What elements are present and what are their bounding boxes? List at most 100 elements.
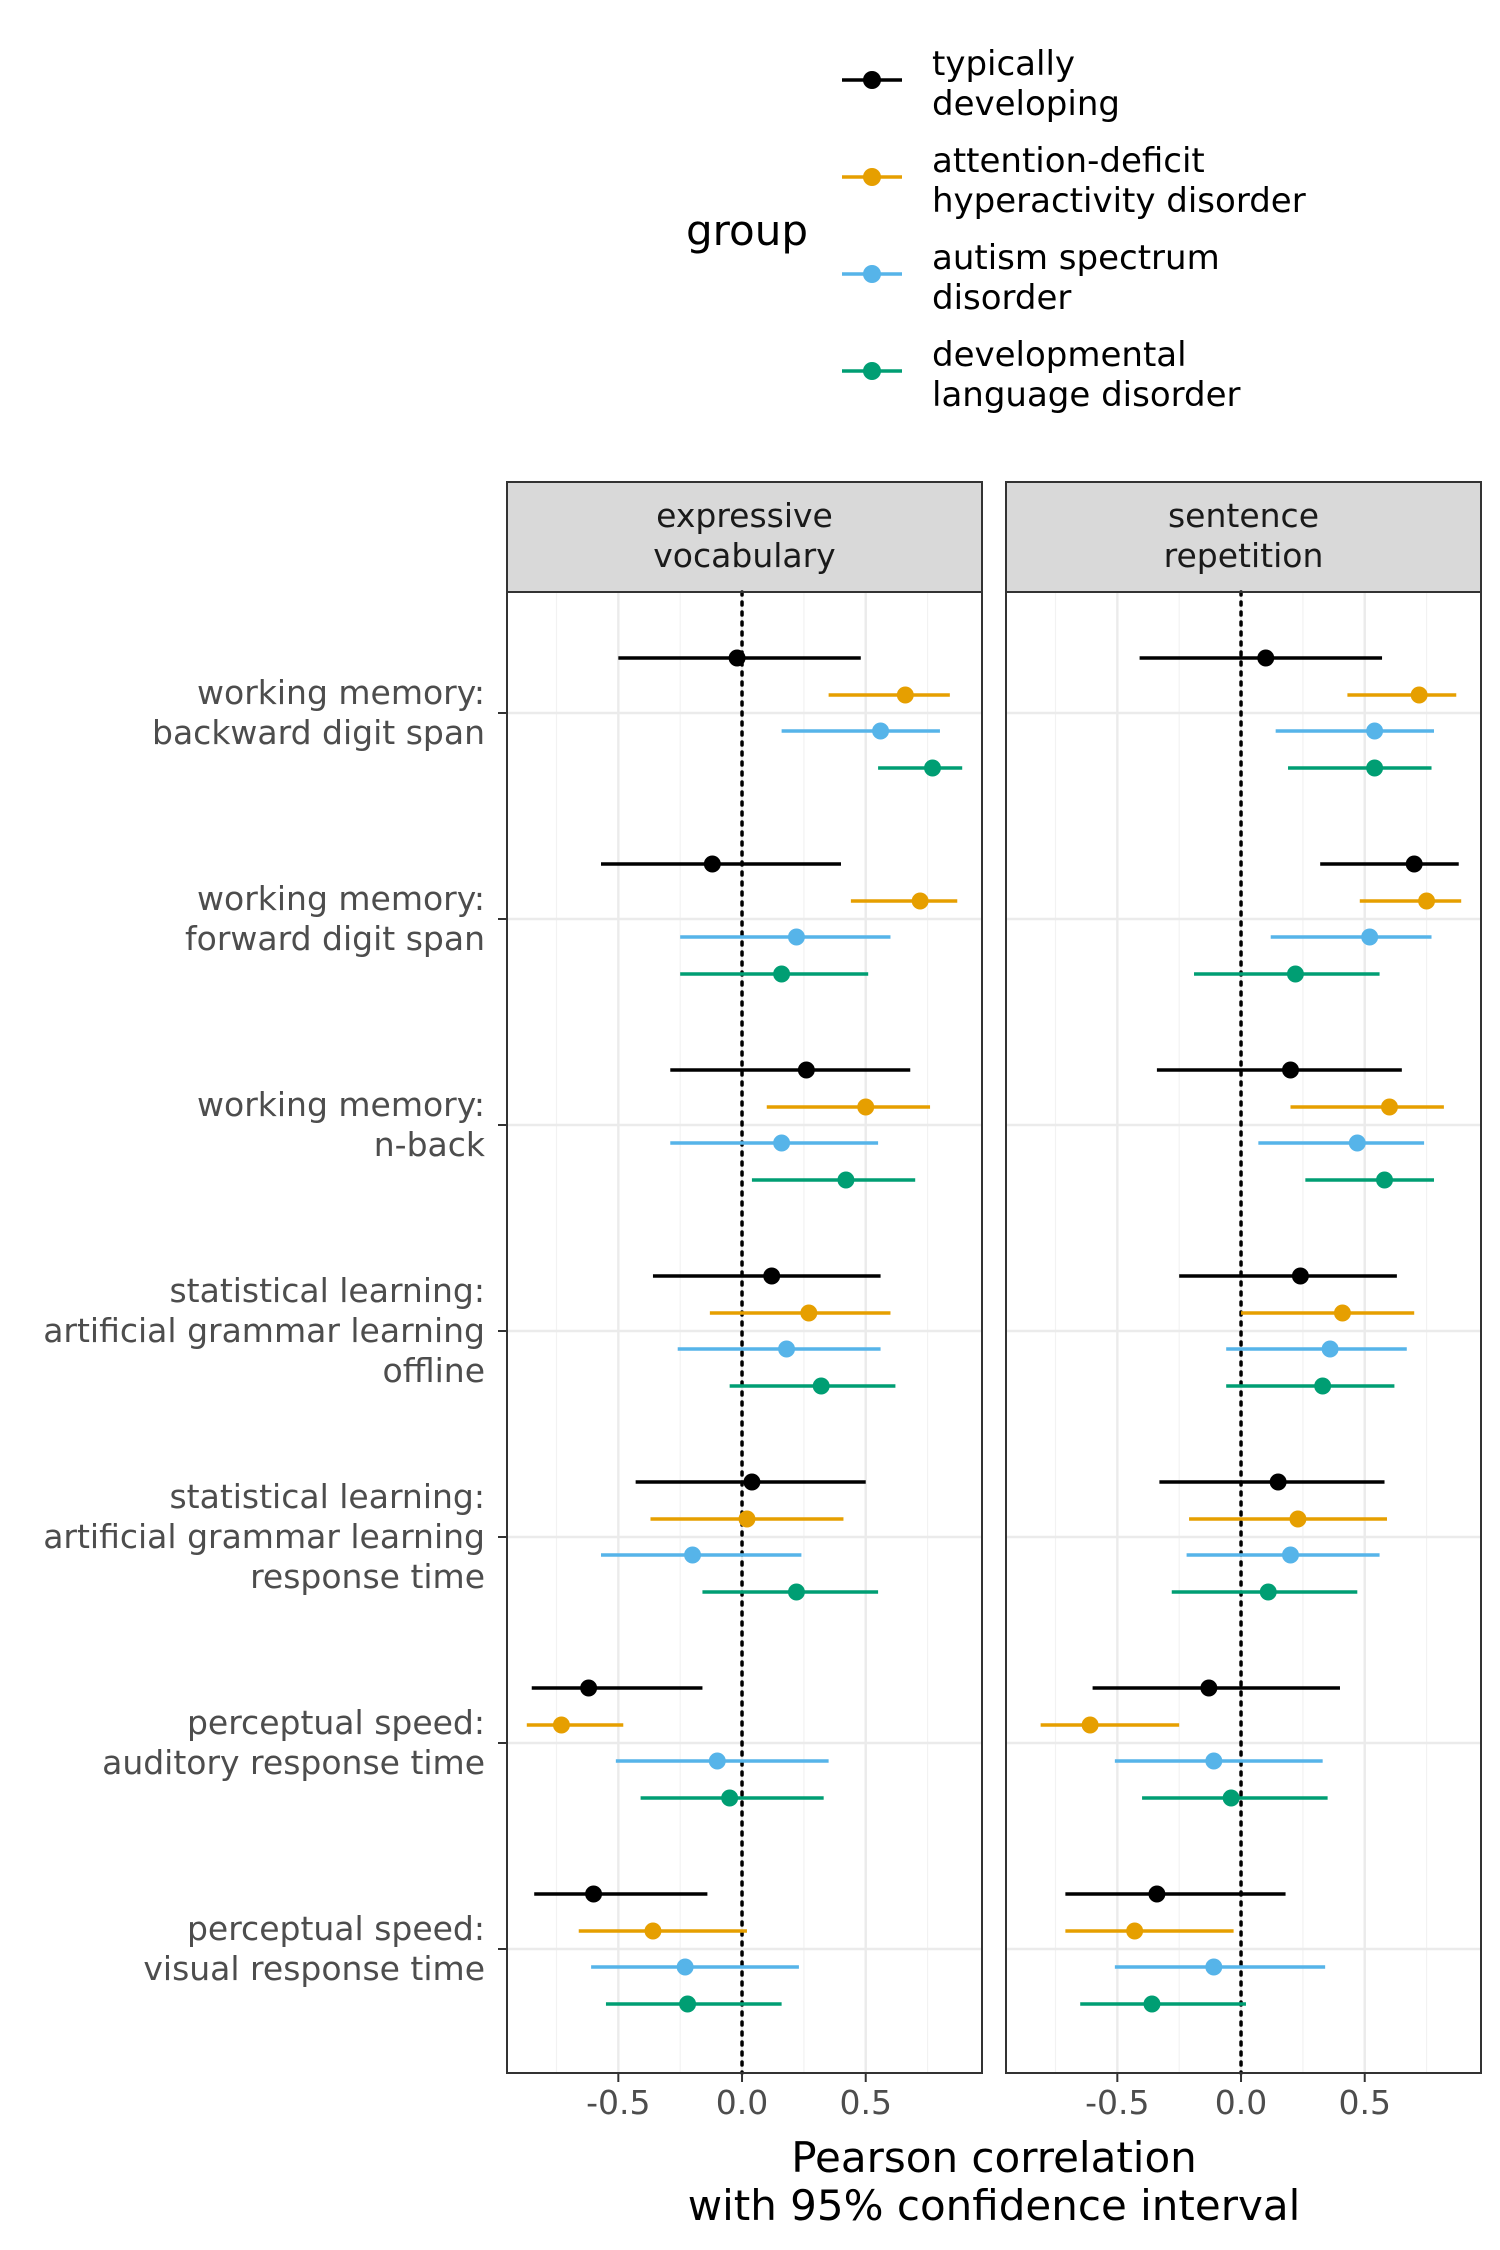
estimate-point [896,686,914,704]
estimate-point [797,1061,815,1079]
legend-title: group [686,206,808,255]
plot-area [507,592,982,2073]
estimate-point [1222,1789,1240,1807]
estimate-point [1269,1473,1287,1491]
plot-area [1006,592,1481,2073]
series-typically-developing [1065,649,1459,1903]
estimate-point [924,759,942,777]
estimate-point [1361,928,1379,946]
category-label-line: working memory: [197,879,485,918]
estimate-point [1081,1716,1099,1734]
estimate-point [1205,1752,1223,1770]
estimate-point [721,1789,739,1807]
x-axis-title-line: with 95% confidence interval [688,2181,1301,2230]
series-developmental-language-disorder [605,759,963,2013]
legend-label-line: developing [932,84,1120,124]
estimate-point [778,1340,796,1358]
legend-label-line: attention-deficit [932,141,1205,181]
category-label-line: working memory: [197,673,485,712]
category-label-line: backward digit span [152,713,485,752]
category-label-line: artificial grammar learning [43,1517,485,1556]
legend-label-line: typically [932,44,1075,84]
estimate-point [1126,1922,1144,1940]
estimate-point [773,965,791,983]
estimate-point [552,1716,570,1734]
category-label-line: forward digit span [185,919,485,958]
estimate-point [1282,1546,1300,1564]
category-label-line: offline [383,1351,485,1390]
estimate-point [1410,686,1428,704]
estimate-point [1282,1061,1300,1079]
x-tick-label: -0.5 [586,2083,650,2122]
panel-border [1005,591,1482,2074]
estimate-point [787,1583,805,1601]
legend-label-line: developmental [932,335,1187,375]
estimate-point [911,892,929,910]
estimate-point [1286,965,1304,983]
series-typically-developing [531,649,911,1903]
estimate-point [684,1546,702,1564]
estimate-point [1418,892,1436,910]
category-label-line: n-back [374,1125,486,1164]
estimate-point [1259,1583,1277,1601]
category-label-line: perceptual speed: [187,1703,485,1742]
estimate-point [738,1510,756,1528]
series-autism-spectrum-disorder [1114,722,1434,1976]
category-label-line: statistical learning: [169,1271,485,1310]
category-label-line: working memory: [197,1085,485,1124]
estimate-point [1205,1958,1223,1976]
estimate-point [1333,1304,1351,1322]
estimate-point [676,1958,694,1976]
estimate-point [800,1304,818,1322]
panel-title-line: vocabulary [653,536,835,575]
estimate-point [1366,759,1384,777]
legend-label-line: disorder [932,278,1071,318]
estimate-point [1376,1171,1394,1189]
x-tick-label: 0.5 [1338,2083,1390,2122]
estimate-point [1348,1134,1366,1152]
panel-title-line: repetition [1164,536,1324,575]
panel-title-line: expressive [656,496,833,535]
x-tick-label: 0.5 [839,2083,891,2122]
legend-label-line: autism spectrum [932,238,1220,278]
legend-label-line: language disorder [932,375,1241,415]
estimate-point [837,1171,855,1189]
series-developmental-language-disorder [1080,759,1434,2013]
estimate-point [1405,855,1423,873]
estimate-point [679,1995,697,2013]
series-autism-spectrum-disorder [591,722,940,1976]
estimate-point [763,1267,781,1285]
category-label-line: statistical learning: [169,1477,485,1516]
category-label-line: artificial grammar learning [43,1311,485,1350]
estimate-point [708,1752,726,1770]
estimate-point [1148,1885,1166,1903]
estimate-point [812,1377,830,1395]
legend-key-point [863,362,881,380]
x-tick-label: 0.0 [716,2083,768,2122]
estimate-point [728,649,746,667]
category-label-line: auditory response time [102,1743,485,1782]
series-attention-deficit-hyperactivity-disorder [1040,686,1462,1940]
estimate-point [1200,1679,1218,1697]
y-axis-labels: working memory:backward digit spanworkin… [43,673,507,1988]
category-label-line: perceptual speed: [187,1909,485,1948]
estimate-point [787,928,805,946]
estimate-point [585,1885,603,1903]
estimate-point [1314,1377,1332,1395]
series-attention-deficit-hyperactivity-disorder [526,686,958,1940]
estimate-point [644,1922,662,1940]
legend-key-point [863,168,881,186]
legend-key-point [863,71,881,89]
panel-title-line: sentence [1168,496,1319,535]
estimate-point [580,1679,598,1697]
estimate-point [1366,722,1384,740]
